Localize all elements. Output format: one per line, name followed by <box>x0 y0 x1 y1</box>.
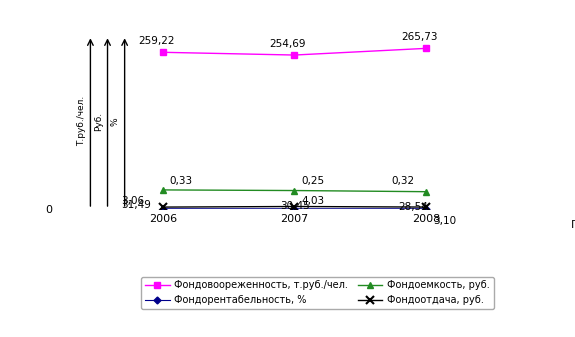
Text: 0,33: 0,33 <box>170 176 193 186</box>
Text: 31,49: 31,49 <box>121 200 151 210</box>
Legend: Фондовоореженность, т.руб./чел., Фондорентабельность, %, Фондоемкость, руб., Фон: Фондовоореженность, т.руб./чел., Фондоре… <box>141 277 494 309</box>
Фондорентабельность, % <box>423 207 430 211</box>
Text: 254,69: 254,69 <box>270 39 306 49</box>
Фондовоореженность, т.руб./чел. <box>423 47 430 51</box>
Text: 3,10: 3,10 <box>433 216 456 226</box>
Line: Фондовоореженность, т.руб./чел.: Фондовоореженность, т.руб./чел. <box>160 45 429 58</box>
Line: Фондоотдача, руб.: Фондоотдача, руб. <box>159 202 430 211</box>
Фондорентабельность, % <box>159 207 166 211</box>
Text: Т.руб./чел.: Т.руб./чел. <box>76 96 86 147</box>
Text: 3,06: 3,06 <box>121 196 144 206</box>
Фондоемкость, руб. <box>291 188 298 192</box>
Text: 4,03: 4,03 <box>301 196 324 206</box>
Фондовоореженность, т.руб./чел. <box>159 50 166 54</box>
Фондоемкость, руб. <box>159 188 166 192</box>
Text: 259,22: 259,22 <box>138 36 174 46</box>
Text: 0,25: 0,25 <box>301 176 324 186</box>
Text: 0,32: 0,32 <box>392 176 415 186</box>
Text: 30,45: 30,45 <box>281 201 310 211</box>
Text: Год: Год <box>571 220 575 230</box>
Line: Фондорентабельность, %: Фондорентабельность, % <box>160 206 428 211</box>
Text: 265,73: 265,73 <box>401 32 438 42</box>
Text: Руб.: Руб. <box>94 112 103 131</box>
Text: %: % <box>111 117 120 126</box>
Line: Фондоемкость, руб.: Фондоемкость, руб. <box>159 186 430 195</box>
Фондовоореженность, т.руб./чел. <box>291 53 298 57</box>
Фондоотдача, руб. <box>159 205 166 209</box>
Фондоотдача, руб. <box>423 205 430 209</box>
Text: 28,54: 28,54 <box>398 202 428 212</box>
Фондорентабельность, % <box>291 207 298 211</box>
Фондоотдача, руб. <box>291 205 298 209</box>
Фондоемкость, руб. <box>423 190 430 194</box>
